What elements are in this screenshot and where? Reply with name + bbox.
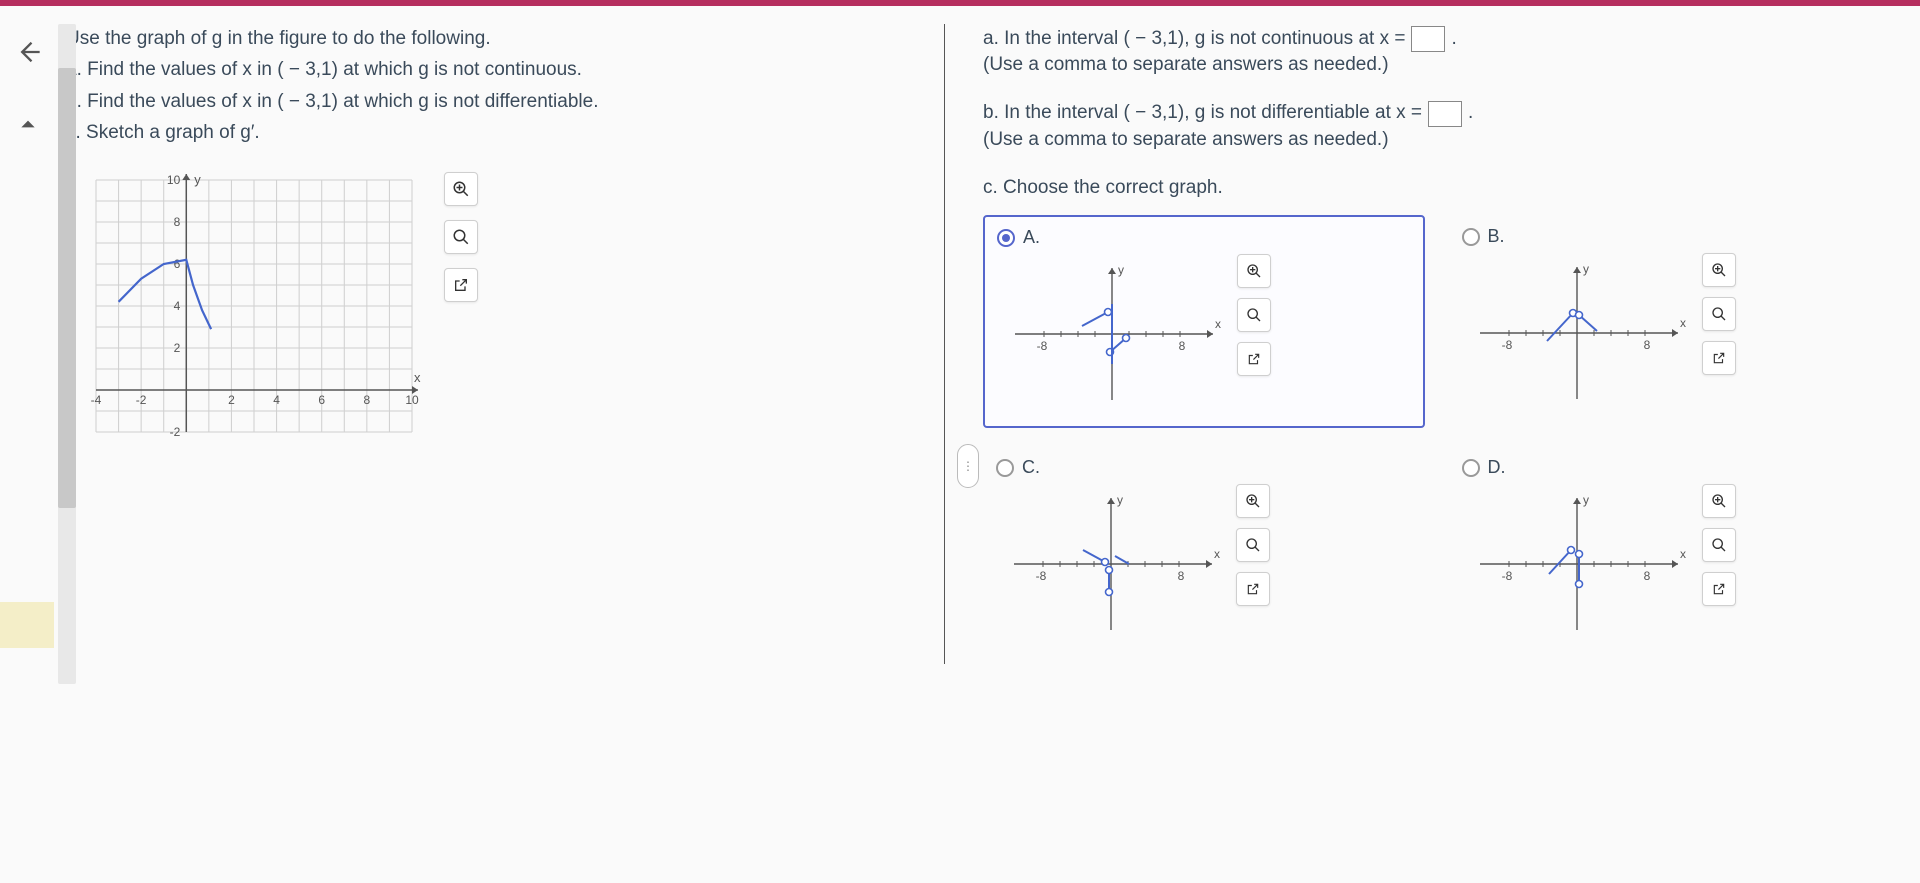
choice-c-head: C. bbox=[996, 457, 1412, 478]
main-graph-area: -4 -2 2 4 6 8 10 -2 2 4 6 8 10 x y bbox=[66, 166, 896, 456]
svg-text:8: 8 bbox=[1643, 338, 1650, 352]
svg-text:-8: -8 bbox=[1037, 339, 1048, 353]
svg-text:4: 4 bbox=[174, 299, 181, 313]
svg-text:-4: -4 bbox=[91, 393, 102, 407]
svg-text:y: y bbox=[1117, 493, 1123, 507]
question-intro: Use the graph of g in the figure to do t… bbox=[66, 24, 896, 53]
answer-b-prefix: b. In the interval ( − 3,1), g is not di… bbox=[983, 98, 1422, 128]
answer-b-line: b. In the interval ( − 3,1), g is not di… bbox=[983, 98, 1890, 128]
question-part-c: c. Sketch a graph of g′. bbox=[66, 118, 896, 147]
zoom-out-icon[interactable] bbox=[1702, 528, 1736, 562]
svg-text:2: 2 bbox=[174, 341, 181, 355]
open-external-icon[interactable] bbox=[1702, 341, 1736, 375]
choice-grid: A. -8 8 x y bbox=[983, 215, 1890, 657]
svg-text:y: y bbox=[194, 172, 201, 187]
choice-b[interactable]: B. -8 8 x y bbox=[1449, 215, 1891, 428]
answer-a-suffix: . bbox=[1451, 24, 1456, 54]
svg-text:-2: -2 bbox=[170, 425, 181, 439]
graph-tool-column bbox=[444, 172, 478, 302]
content-area: Use the graph of g in the figure to do t… bbox=[56, 6, 1920, 883]
zoom-in-icon[interactable] bbox=[1702, 253, 1736, 287]
yellow-side-tab bbox=[0, 602, 54, 648]
svg-text:8: 8 bbox=[364, 393, 371, 407]
mini-graph-d: -8 8 x y bbox=[1462, 484, 1692, 644]
main-graph: -4 -2 2 4 6 8 10 -2 2 4 6 8 10 x y bbox=[66, 166, 426, 456]
svg-text:y: y bbox=[1118, 263, 1124, 277]
radio-a[interactable] bbox=[997, 229, 1015, 247]
svg-text:x: x bbox=[1214, 547, 1220, 561]
answer-c-prompt: c. Choose the correct graph. bbox=[983, 173, 1890, 203]
svg-text:4: 4 bbox=[273, 393, 280, 407]
open-external-icon[interactable] bbox=[1702, 572, 1736, 606]
zoom-out-icon[interactable] bbox=[444, 220, 478, 254]
mini-graph-a: -8 8 x y bbox=[997, 254, 1227, 414]
open-external-icon[interactable] bbox=[1236, 572, 1270, 606]
svg-text:6: 6 bbox=[174, 257, 181, 271]
svg-text:8: 8 bbox=[1178, 569, 1185, 583]
zoom-out-icon[interactable] bbox=[1237, 298, 1271, 332]
svg-text:8: 8 bbox=[174, 215, 181, 229]
svg-text:10: 10 bbox=[405, 393, 419, 407]
zoom-in-icon[interactable] bbox=[444, 172, 478, 206]
question-part-a: a. Find the values of x in ( − 3,1) at w… bbox=[66, 55, 896, 84]
question-column: Use the graph of g in the figure to do t… bbox=[66, 24, 916, 865]
column-divider bbox=[944, 24, 945, 664]
divider-handle-icon[interactable]: ⋮ bbox=[957, 444, 979, 488]
radio-b[interactable] bbox=[1462, 228, 1480, 246]
left-gutter bbox=[0, 6, 56, 883]
choice-b-label: B. bbox=[1488, 226, 1505, 247]
svg-text:x: x bbox=[1680, 316, 1686, 330]
open-external-icon[interactable] bbox=[444, 268, 478, 302]
answer-b-suffix: . bbox=[1468, 98, 1473, 128]
svg-text:6: 6 bbox=[318, 393, 325, 407]
zoom-out-icon[interactable] bbox=[1702, 297, 1736, 331]
choice-a-label: A. bbox=[1023, 227, 1040, 248]
zoom-in-icon[interactable] bbox=[1702, 484, 1736, 518]
main-graph-svg: -4 -2 2 4 6 8 10 -2 2 4 6 8 10 x y bbox=[66, 166, 426, 456]
question-text: Use the graph of g in the figure to do t… bbox=[66, 24, 896, 148]
svg-text:8: 8 bbox=[1643, 569, 1650, 583]
svg-text:-8: -8 bbox=[1501, 338, 1512, 352]
answer-a-note: (Use a comma to separate answers as need… bbox=[983, 54, 1890, 76]
svg-text:-8: -8 bbox=[1501, 569, 1512, 583]
question-part-b: b. Find the values of x in ( − 3,1) at w… bbox=[66, 87, 896, 116]
svg-text:-2: -2 bbox=[136, 393, 147, 407]
mini-graph-b: -8 8 x y bbox=[1462, 253, 1692, 413]
choice-a[interactable]: A. -8 8 x y bbox=[983, 215, 1425, 428]
zoom-in-icon[interactable] bbox=[1237, 254, 1271, 288]
svg-text:10: 10 bbox=[167, 173, 181, 187]
zoom-out-icon[interactable] bbox=[1236, 528, 1270, 562]
choice-c[interactable]: C. -8 8 x y bbox=[983, 446, 1425, 657]
main-container: Use the graph of g in the figure to do t… bbox=[0, 6, 1920, 883]
answer-b-note: (Use a comma to separate answers as need… bbox=[983, 129, 1890, 151]
mini-graph-c: -8 8 x y bbox=[996, 484, 1226, 644]
back-icon[interactable] bbox=[10, 34, 46, 70]
answer-column: ⋮ a. In the interval ( − 3,1), g is not … bbox=[973, 24, 1890, 865]
collapse-up-icon[interactable] bbox=[10, 106, 46, 142]
choice-a-head: A. bbox=[997, 227, 1411, 248]
choice-d-head: D. bbox=[1462, 457, 1878, 478]
answer-a-line: a. In the interval ( − 3,1), g is not co… bbox=[983, 24, 1890, 54]
choice-b-head: B. bbox=[1462, 226, 1878, 247]
svg-text:x: x bbox=[1680, 547, 1686, 561]
answer-b-input[interactable] bbox=[1428, 101, 1462, 127]
answer-a-input[interactable] bbox=[1411, 26, 1445, 52]
svg-text:x: x bbox=[414, 370, 421, 385]
svg-text:y: y bbox=[1583, 493, 1589, 507]
choice-c-label: C. bbox=[1022, 457, 1040, 478]
open-external-icon[interactable] bbox=[1237, 342, 1271, 376]
radio-c[interactable] bbox=[996, 459, 1014, 477]
zoom-in-icon[interactable] bbox=[1236, 484, 1270, 518]
radio-d[interactable] bbox=[1462, 459, 1480, 477]
svg-text:8: 8 bbox=[1179, 339, 1186, 353]
choice-d-label: D. bbox=[1488, 457, 1506, 478]
svg-text:-8: -8 bbox=[1036, 569, 1047, 583]
choice-d[interactable]: D. -8 8 x y bbox=[1449, 446, 1891, 657]
svg-text:x: x bbox=[1215, 317, 1221, 331]
svg-text:2: 2 bbox=[228, 393, 235, 407]
svg-text:y: y bbox=[1583, 262, 1589, 276]
answer-a-prefix: a. In the interval ( − 3,1), g is not co… bbox=[983, 24, 1405, 54]
